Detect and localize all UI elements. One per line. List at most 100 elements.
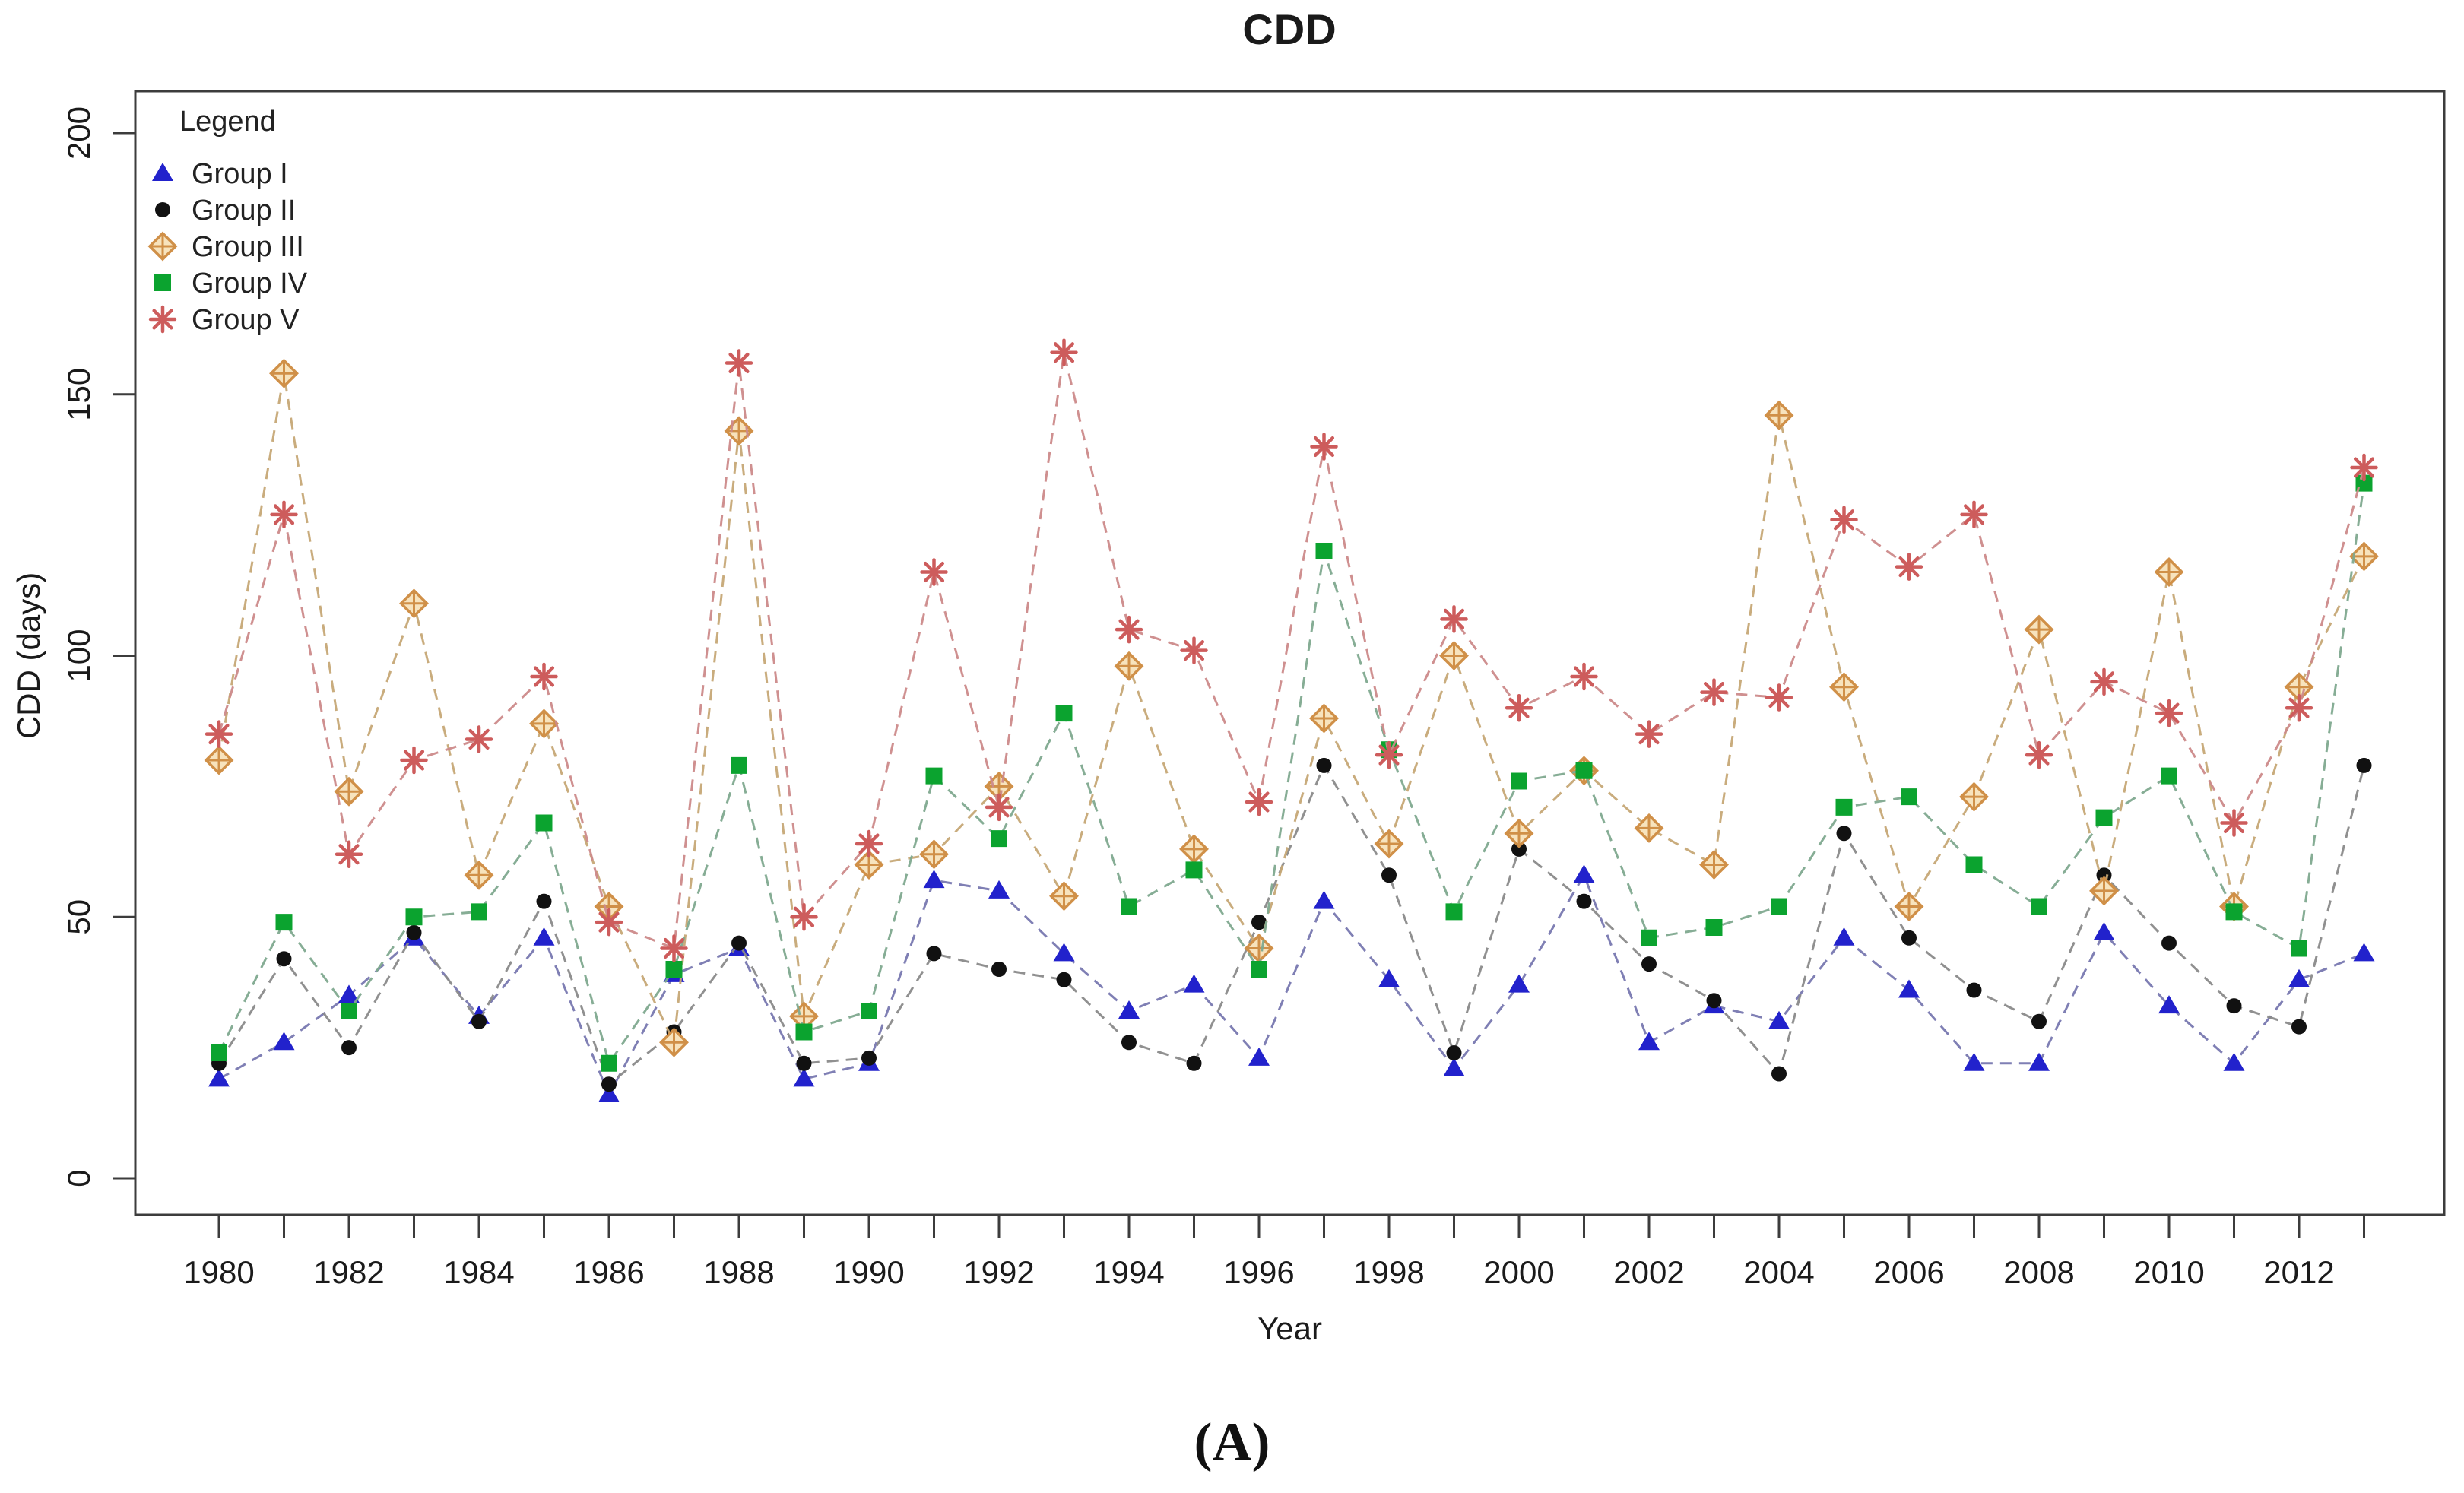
x-tick-label: 1984 <box>443 1254 514 1290</box>
x-tick-label: 1996 <box>1223 1254 1294 1290</box>
data-point-square <box>1055 705 1073 722</box>
data-point-square <box>154 274 171 291</box>
data-point-circle <box>2161 935 2177 951</box>
x-tick-label: 2012 <box>2263 1254 2334 1290</box>
data-point-square <box>405 908 423 926</box>
data-point-circle <box>861 1050 877 1066</box>
data-point-triangle <box>1963 1052 1985 1071</box>
data-point-triangle <box>1118 1000 1140 1019</box>
data-point-circle <box>1186 1055 1202 1071</box>
data-point-asterisk <box>2090 667 2118 696</box>
data-point-square <box>665 961 683 978</box>
data-point-diamond-cross <box>921 841 947 867</box>
data-point-circle <box>536 893 552 909</box>
data-point-asterisk <box>1765 683 1793 712</box>
data-point-square <box>1641 929 1657 946</box>
data-point-triangle <box>923 870 945 889</box>
legend-label-4: Group IV <box>192 268 308 300</box>
data-point-triangle <box>273 1032 295 1051</box>
x-tick-label: 2010 <box>2133 1254 2204 1290</box>
data-point-triangle <box>208 1068 230 1087</box>
data-point-diamond-cross <box>1961 784 1987 810</box>
data-point-square <box>601 1054 617 1072</box>
x-tick-label: 1986 <box>573 1254 644 1290</box>
data-point-asterisk <box>270 500 298 529</box>
data-point-asterisk <box>1440 605 1468 633</box>
data-point-circle <box>341 1040 357 1056</box>
y-axis-title: CDD (days) <box>11 572 46 739</box>
data-point-circle <box>471 1013 487 1029</box>
data-point-square <box>1315 543 1333 559</box>
x-axis-title: Year <box>1257 1311 1322 1346</box>
data-point-asterisk <box>2350 453 2378 482</box>
data-point-square <box>1835 798 1853 816</box>
data-point-asterisk <box>725 349 753 377</box>
data-point-diamond-cross <box>1896 893 1922 920</box>
series-group-5 <box>205 338 2378 962</box>
data-point-square <box>1901 788 1917 806</box>
data-point-triangle <box>533 927 555 946</box>
data-point-square <box>731 756 747 774</box>
data-point-square <box>1185 861 1203 879</box>
data-point-asterisk <box>1245 788 1273 816</box>
data-point-asterisk <box>920 558 948 586</box>
data-point-circle <box>731 935 747 951</box>
series-line <box>217 352 2365 950</box>
data-point-circle <box>796 1055 812 1071</box>
data-point-asterisk <box>148 305 177 334</box>
series-line <box>217 762 2365 1086</box>
data-point-square <box>471 903 487 921</box>
data-point-diamond-cross <box>401 590 427 617</box>
data-point-diamond-cross <box>271 360 297 387</box>
data-point-asterisk <box>2220 809 2248 837</box>
data-point-diamond-cross <box>1766 402 1792 429</box>
data-point-asterisk <box>400 746 428 775</box>
data-point-square <box>1511 772 1527 790</box>
data-point-diamond-cross <box>466 862 492 889</box>
data-point-asterisk <box>2155 699 2183 727</box>
data-point-diamond-cross <box>2351 543 2377 569</box>
x-tick-label: 1980 <box>183 1254 254 1290</box>
data-point-circle <box>406 924 422 940</box>
data-point-circle <box>1316 757 1332 773</box>
legend: Legend Group I Group II Group III Group IV Gr… <box>147 106 308 336</box>
data-point-asterisk <box>2025 740 2053 769</box>
data-point-triangle <box>152 163 173 181</box>
data-point-circle <box>1251 915 1267 930</box>
data-point-square <box>211 1044 227 1061</box>
data-point-diamond-cross <box>1181 835 1207 862</box>
data-point-triangle <box>1768 1010 1790 1029</box>
data-point-asterisk <box>530 662 558 691</box>
data-point-asterisk <box>1310 433 1338 461</box>
data-point-circle <box>1836 826 1852 842</box>
data-point-asterisk <box>1635 720 1663 748</box>
data-point-diamond-cross <box>1831 674 1857 700</box>
legend-label-1: Group I <box>192 158 288 190</box>
data-point-diamond-cross <box>336 778 362 805</box>
data-point-square <box>2031 898 2047 915</box>
data-point-circle <box>926 946 942 962</box>
data-point-circle <box>601 1076 617 1092</box>
data-point-triangle <box>1248 1047 1270 1066</box>
legend-label-3: Group III <box>192 231 304 263</box>
data-point-diamond-cross <box>661 1029 687 1056</box>
data-point-diamond-cross <box>1311 705 1337 731</box>
legend-title: Legend <box>179 106 276 138</box>
data-point-triangle <box>1638 1032 1660 1051</box>
data-point-diamond-cross <box>2156 559 2182 585</box>
x-tick-label: 1988 <box>703 1254 774 1290</box>
series-line <box>217 483 2365 1067</box>
data-point-asterisk <box>1830 506 1858 534</box>
data-point-asterisk <box>1115 615 1143 644</box>
x-tick-label: 1982 <box>313 1254 384 1290</box>
x-tick-label: 2000 <box>1483 1254 1554 1290</box>
data-point-square <box>1575 762 1593 779</box>
data-point-diamond-cross <box>1116 653 1142 680</box>
data-point-asterisk <box>1700 678 1728 706</box>
data-point-circle <box>2356 757 2372 773</box>
data-point-diamond-cross <box>2091 877 2117 904</box>
data-point-circle <box>2226 998 2242 1014</box>
data-point-asterisk <box>855 829 883 858</box>
y-tick-label: 150 <box>61 368 97 421</box>
